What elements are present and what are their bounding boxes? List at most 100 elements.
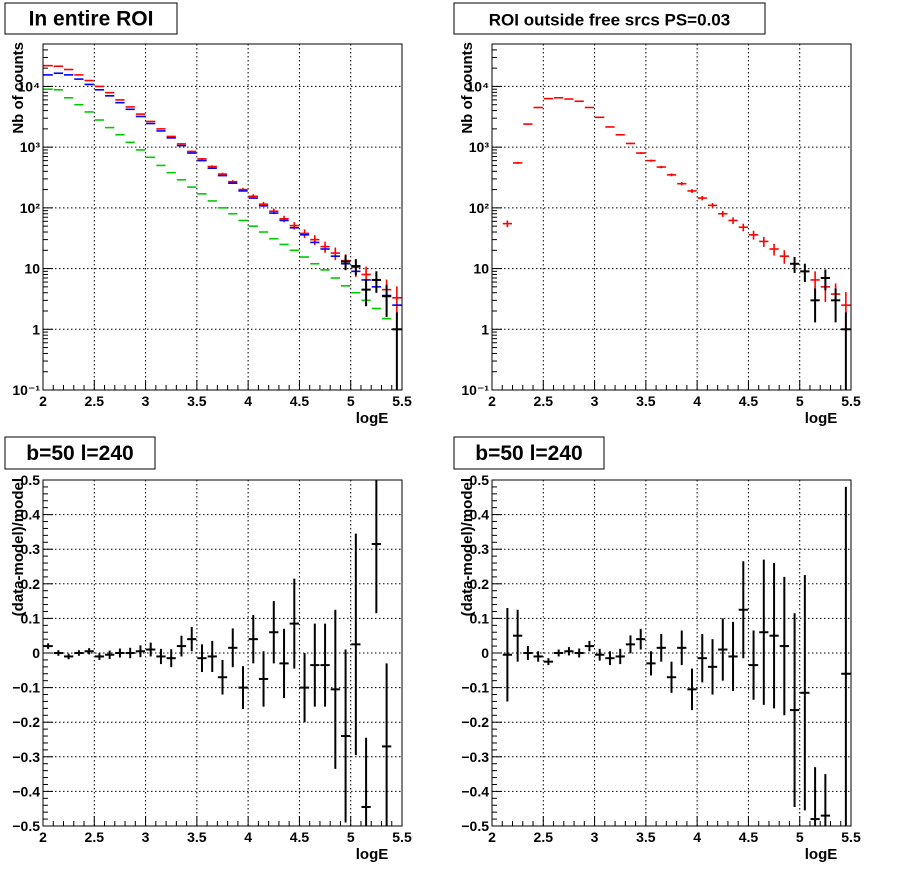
data-point: [738, 561, 748, 659]
data-point: [523, 646, 533, 660]
data-point: [279, 215, 289, 223]
x-tick-label: 5.5: [392, 393, 412, 409]
data-point: [74, 650, 84, 656]
x-tick-label: 2.5: [85, 393, 105, 409]
data-point: [197, 644, 207, 673]
data-point: [176, 143, 187, 145]
y-tick-label: −0.2: [461, 714, 489, 730]
x-tick-label: 5: [347, 393, 355, 409]
x-tick-label: 4: [244, 829, 252, 845]
data-point: [156, 128, 166, 130]
y-tick-label: 10³: [469, 139, 490, 155]
data-point: [310, 623, 320, 707]
y-tick-label: 0: [481, 645, 489, 661]
data-point: [820, 269, 830, 291]
data-point: [166, 649, 176, 668]
data-point: [381, 284, 392, 317]
data-point: [574, 648, 584, 658]
y-tick-label: 10: [473, 261, 489, 277]
y-tick-label: −0.5: [461, 818, 489, 834]
plot-frame: [42, 43, 403, 391]
data-point: [718, 210, 728, 217]
data-point: [53, 650, 64, 656]
data-point: [646, 651, 656, 676]
data-point: [320, 623, 330, 707]
y-tick-label: 10²: [20, 200, 41, 216]
y-tick-label: 10⁻¹: [12, 382, 40, 398]
data-point: [228, 628, 238, 668]
y-tick-label: −0.2: [12, 714, 40, 730]
series-0: [43, 480, 392, 826]
data-point: [125, 106, 135, 108]
data-point: [64, 653, 74, 660]
y-tick-label: −0.4: [461, 783, 489, 799]
x-tick-label: 5: [347, 829, 355, 845]
data-point: [605, 651, 615, 666]
data-point: [156, 648, 166, 665]
data-point: [677, 630, 687, 666]
data-point: [340, 649, 351, 823]
data-point: [636, 628, 646, 650]
y-tick-label: 0.5: [470, 472, 490, 488]
series-3: [340, 255, 402, 390]
data-point: [533, 651, 543, 662]
x-tick-label: 4.5: [290, 829, 310, 845]
x-tick-label: 4.5: [290, 393, 310, 409]
y-tick-label: 0.5: [21, 472, 41, 488]
data-point: [810, 767, 820, 826]
data-point: [564, 98, 574, 100]
data-point: [574, 100, 584, 103]
data-point: [687, 668, 697, 711]
data-point: [820, 774, 830, 826]
x-tick-label: 2.5: [85, 829, 105, 845]
chart-panel-top-right: 2 2.5 3 3.5 4 4.5 5 5.5 10⁻¹ 1 10 10² 10³ 10⁴ logE Nb o…: [453, 2, 861, 427]
data-point: [361, 737, 371, 826]
y-tick-label: −0.3: [461, 749, 489, 765]
y-tick-label: −0.4: [12, 783, 40, 799]
data-point: [279, 628, 289, 698]
data-point: [677, 182, 687, 186]
x-tick-label: 4.5: [739, 829, 759, 845]
y-tick-label: 1: [32, 321, 40, 337]
data-point: [299, 229, 310, 239]
data-point: [810, 288, 820, 323]
x-tick-label: 3.5: [187, 829, 207, 845]
data-point: [125, 647, 135, 659]
data-point: [595, 116, 605, 119]
data-point: [841, 312, 851, 390]
data-point: [115, 99, 125, 101]
data-point: [718, 618, 728, 681]
series-1: [43, 72, 402, 306]
data-point: [554, 96, 564, 99]
y-tick-label: 10²: [469, 200, 490, 216]
data-point: [217, 659, 228, 695]
data-point: [748, 230, 759, 240]
data-point: [187, 150, 197, 153]
x-axis-title: logE: [356, 410, 389, 427]
data-point: [513, 609, 523, 662]
data-point: [105, 91, 115, 94]
series-2: [43, 88, 402, 331]
data-point: [361, 279, 371, 307]
x-tick-label: 5: [796, 393, 804, 409]
data-point: [707, 639, 718, 695]
chart-title: ROI outside free srcs PS=0.03: [489, 11, 730, 30]
data-point: [625, 635, 636, 654]
chart-panel-bottom-left: 2 2.5 3 3.5 4 4.5 5 5.5 −0.5 −0.4 −0.3 −0.2 −0.1 0 0.1…: [4, 436, 412, 863]
y-tick-label: 0: [32, 645, 40, 661]
data-point: [697, 633, 707, 683]
y-tick-label: 1: [481, 321, 489, 337]
data-point: [502, 220, 513, 228]
chart-panel-top-left: 2 2.5 3 3.5 4 4.5 5 5.5 10⁻¹ 1 10 10² 10³ 10⁴ logE Nb o…: [4, 2, 412, 427]
y-tick-label: −0.5: [12, 818, 40, 834]
data-point: [289, 578, 299, 669]
chart-title: In entire ROI: [29, 8, 154, 31]
data-point: [625, 142, 636, 145]
data-point: [320, 241, 330, 253]
data-point: [666, 173, 677, 177]
chart-title: b=50 l=240: [26, 442, 133, 465]
data-point: [381, 663, 392, 826]
plot-frame: [491, 43, 852, 391]
data-point: [94, 85, 105, 88]
